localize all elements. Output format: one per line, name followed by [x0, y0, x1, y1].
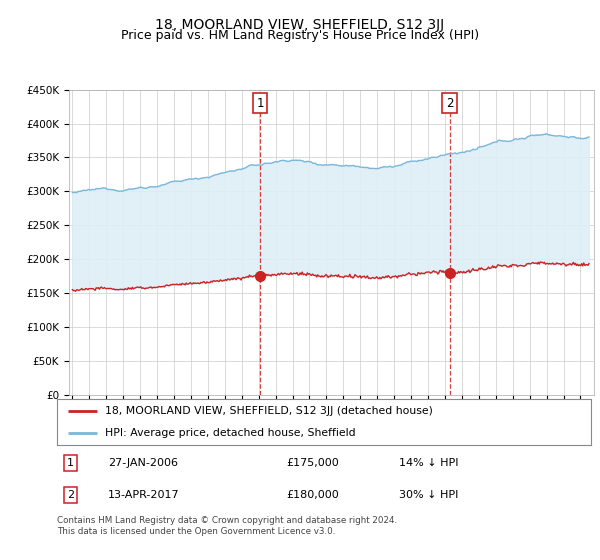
Text: £180,000: £180,000: [287, 490, 340, 500]
Text: £175,000: £175,000: [287, 458, 340, 468]
Text: 1: 1: [67, 458, 74, 468]
Text: 27-JAN-2006: 27-JAN-2006: [108, 458, 178, 468]
Text: Contains HM Land Registry data © Crown copyright and database right 2024.
This d: Contains HM Land Registry data © Crown c…: [57, 516, 397, 536]
Text: 2: 2: [446, 97, 454, 110]
Text: 13-APR-2017: 13-APR-2017: [108, 490, 179, 500]
Text: 30% ↓ HPI: 30% ↓ HPI: [399, 490, 458, 500]
Text: Price paid vs. HM Land Registry's House Price Index (HPI): Price paid vs. HM Land Registry's House …: [121, 29, 479, 42]
Text: 18, MOORLAND VIEW, SHEFFIELD, S12 3JJ: 18, MOORLAND VIEW, SHEFFIELD, S12 3JJ: [155, 18, 445, 32]
Text: HPI: Average price, detached house, Sheffield: HPI: Average price, detached house, Shef…: [105, 428, 356, 438]
Text: 2: 2: [67, 490, 74, 500]
Text: 14% ↓ HPI: 14% ↓ HPI: [399, 458, 458, 468]
Text: 1: 1: [256, 97, 264, 110]
Text: 18, MOORLAND VIEW, SHEFFIELD, S12 3JJ (detached house): 18, MOORLAND VIEW, SHEFFIELD, S12 3JJ (d…: [105, 406, 433, 416]
